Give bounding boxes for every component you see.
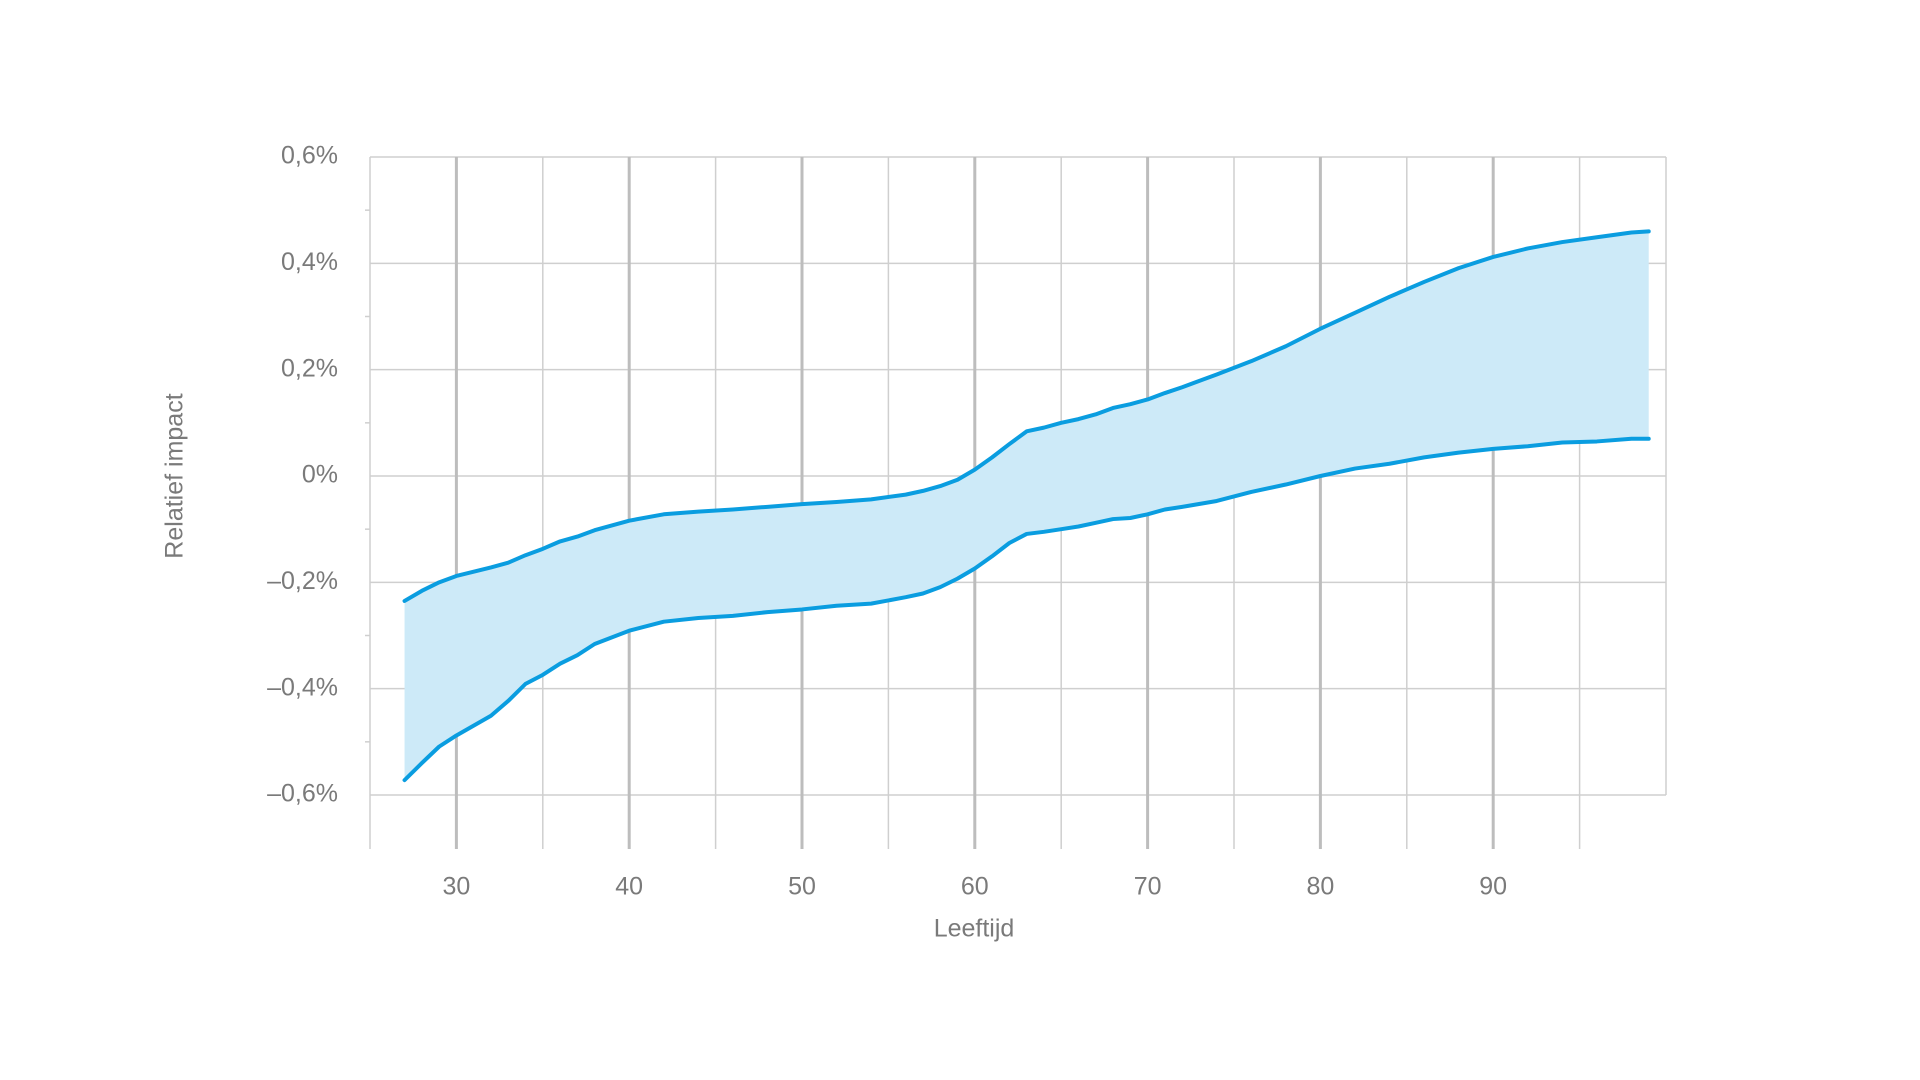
y-tick-label: –0,4%: [267, 673, 338, 701]
lower-line: [402, 436, 1651, 783]
y-tick-label: –0,2%: [267, 567, 338, 595]
x-tick-label: 70: [1134, 873, 1162, 901]
y-tick-label: 0,6%: [281, 142, 338, 170]
x-tick-label: 50: [788, 873, 816, 901]
x-tick-label: 40: [615, 873, 643, 901]
y-tick-label: 0,2%: [281, 354, 338, 382]
x-tick-label: 30: [442, 873, 470, 901]
x-tick-label: 60: [961, 873, 989, 901]
y-tick-label: 0,4%: [281, 248, 338, 276]
y-tick-label: 0%: [302, 461, 338, 489]
y-axis-title: Relatief impact: [161, 393, 189, 558]
x-axis-title: Leeftijd: [934, 915, 1015, 943]
x-tick-label: 80: [1306, 873, 1334, 901]
y-tick-label: –0,6%: [267, 780, 338, 808]
upper-line: [402, 229, 1651, 603]
band-fill: [404, 231, 1649, 781]
x-tick-label: 90: [1479, 873, 1507, 901]
